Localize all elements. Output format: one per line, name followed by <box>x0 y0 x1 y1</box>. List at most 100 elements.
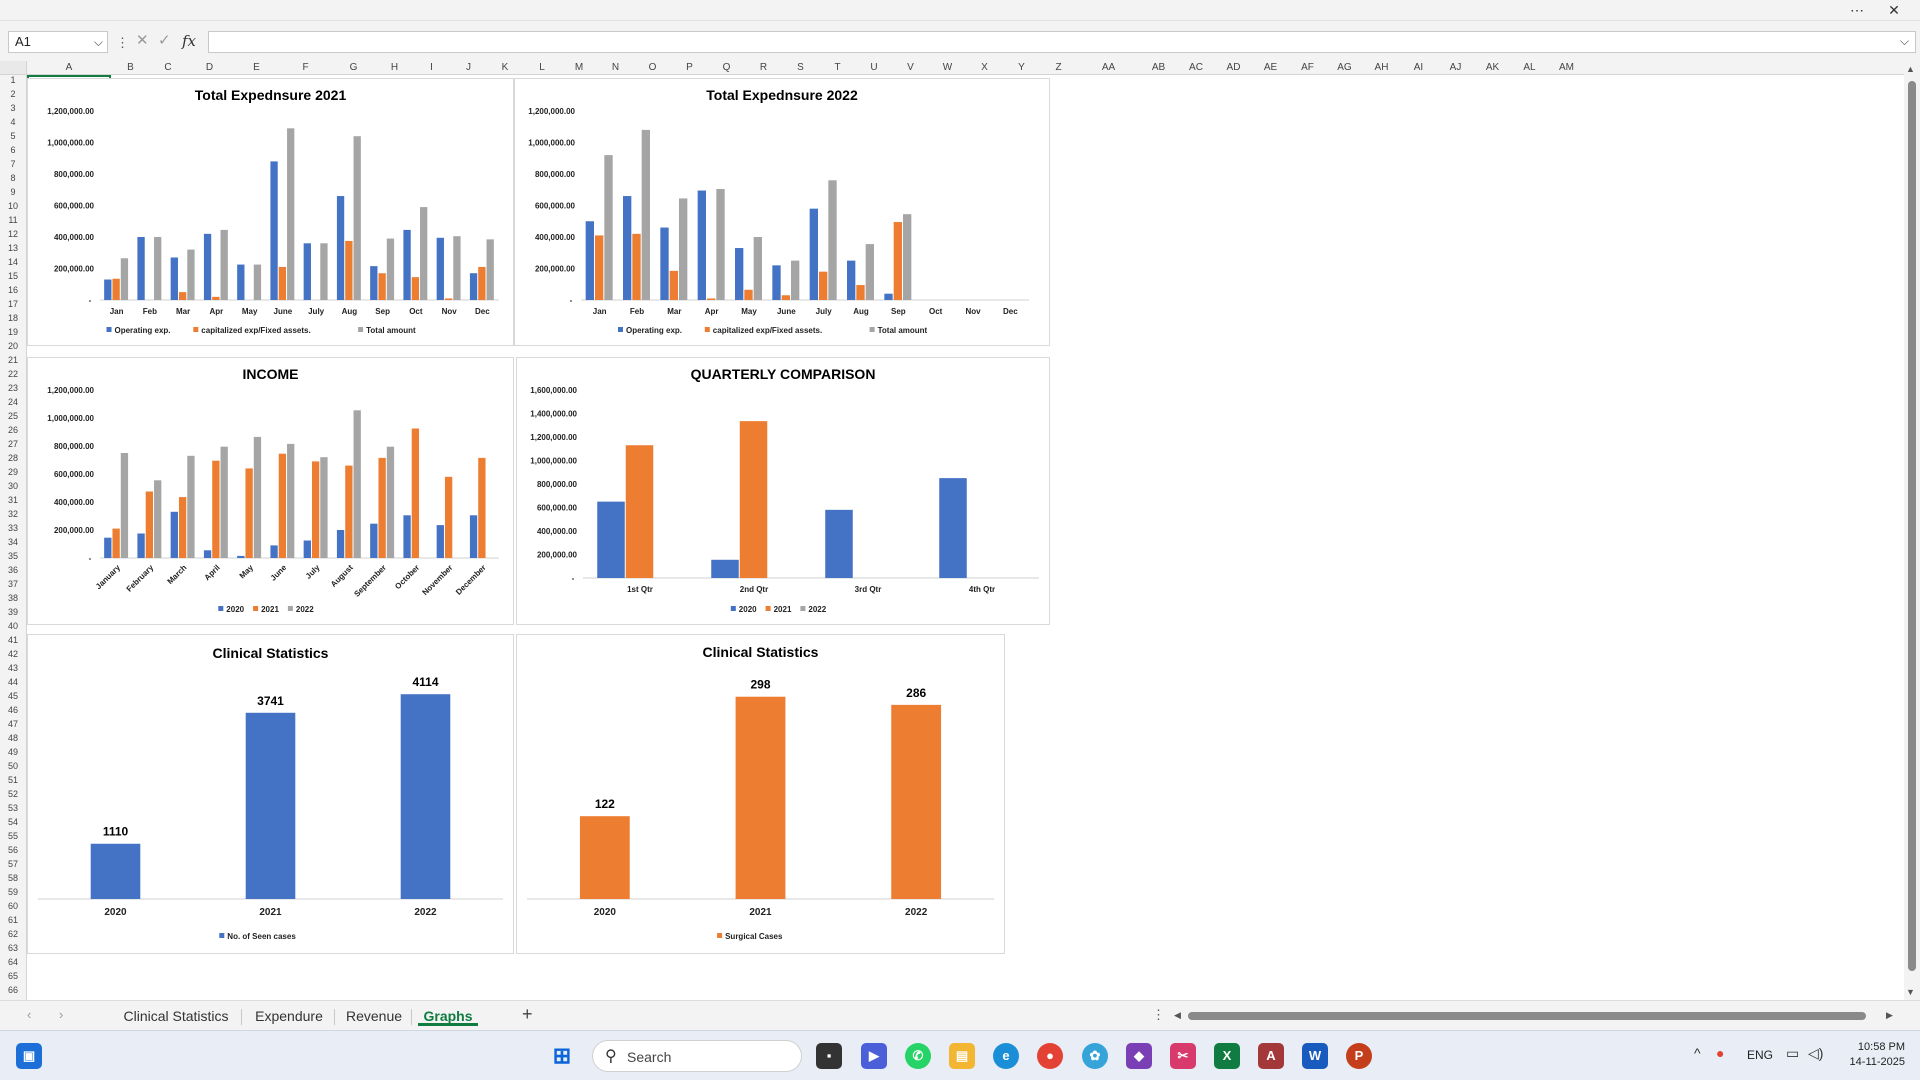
photos-icon[interactable]: ✿ <box>1082 1043 1108 1069</box>
row-header[interactable]: 27 <box>7 439 18 449</box>
row-header[interactable]: 19 <box>7 327 18 337</box>
column-header[interactable]: E <box>253 62 260 73</box>
row-header[interactable]: 40 <box>7 621 18 631</box>
row-header[interactable]: 22 <box>7 369 18 379</box>
column-header[interactable]: AK <box>1485 62 1500 73</box>
worksheet-grid[interactable]: Total Expednsure 2021 - 200,000.00 400,000.… <box>27 75 1907 1000</box>
row-header[interactable]: 60 <box>7 901 18 911</box>
row-header[interactable]: 45 <box>7 691 18 701</box>
chart-total-expenditure-2021[interactable]: Total Expednsure 2021 - 200,000.00 400,000.… <box>27 78 514 346</box>
row-header[interactable]: 29 <box>7 467 18 477</box>
row-header[interactable]: 9 <box>10 187 16 197</box>
column-header[interactable]: AF <box>1301 62 1314 73</box>
column-header[interactable]: I <box>430 62 433 73</box>
select-all-corner[interactable] <box>0 61 27 75</box>
row-header[interactable]: 24 <box>7 397 18 407</box>
sheet-tab-expendure[interactable]: Expendure <box>255 1008 323 1024</box>
row-header[interactable]: 58 <box>7 873 18 883</box>
column-header[interactable]: AB <box>1151 62 1166 73</box>
column-header[interactable]: P <box>686 62 693 73</box>
row-header[interactable]: 13 <box>7 243 18 253</box>
chart-total-expenditure-2022[interactable]: Total Expednsure 2022 - 200,000.00 400,000.… <box>514 78 1050 346</box>
row-header[interactable]: 5 <box>10 131 16 141</box>
column-header[interactable]: AA <box>1101 62 1116 73</box>
column-header[interactable]: AL <box>1523 62 1536 73</box>
next-sheet-icon[interactable]: › <box>59 1007 64 1022</box>
row-header[interactable]: 34 <box>7 537 18 547</box>
column-header[interactable]: C <box>164 62 172 73</box>
row-header[interactable]: 54 <box>7 817 18 827</box>
close-icon[interactable]: ✕ <box>1888 2 1900 18</box>
cancel-icon[interactable]: ✕ <box>136 32 149 49</box>
row-header[interactable]: 52 <box>7 789 18 799</box>
row-header[interactable]: 36 <box>7 565 18 575</box>
row-header[interactable]: 10 <box>7 201 18 211</box>
column-header[interactable]: U <box>870 62 878 73</box>
row-header[interactable]: 25 <box>7 411 18 421</box>
enter-check-icon[interactable]: ✓ <box>158 32 171 49</box>
vertical-scrollbar[interactable]: ▲ ▼ <box>1904 61 1920 1001</box>
row-header[interactable]: 38 <box>7 593 18 603</box>
row-header[interactable]: 12 <box>7 229 18 239</box>
row-header[interactable]: 41 <box>7 635 18 645</box>
language-indicator[interactable]: ENG <box>1747 1048 1774 1062</box>
row-header[interactable]: 18 <box>7 313 18 323</box>
row-header[interactable]: 3 <box>10 103 16 113</box>
column-header[interactable]: B <box>127 62 134 73</box>
column-header[interactable]: AD <box>1226 62 1241 73</box>
row-header[interactable]: 44 <box>7 677 18 687</box>
column-header[interactable]: AE <box>1263 62 1278 73</box>
word-icon[interactable]: W <box>1302 1043 1328 1069</box>
network-icon[interactable]: ▭ <box>1786 1045 1800 1061</box>
chevron-down-icon[interactable]: ⌵ <box>93 35 103 49</box>
column-header[interactable]: AG <box>1337 62 1352 73</box>
column-header[interactable]: S <box>797 62 804 73</box>
row-header[interactable]: 20 <box>7 341 18 351</box>
row-header[interactable]: 65 <box>7 971 18 981</box>
formula-bar-grip-icon[interactable]: ⋮ <box>116 35 129 50</box>
row-header[interactable]: 21 <box>7 355 18 365</box>
row-header[interactable]: 32 <box>7 509 18 519</box>
row-header[interactable]: 55 <box>7 831 18 841</box>
row-header[interactable]: 61 <box>7 915 18 925</box>
chart-quarterly-comparison[interactable]: QUARTERLY COMPARISON - 200,000.00 400,000.0… <box>516 357 1050 625</box>
row-header[interactable]: 8 <box>10 173 16 183</box>
folder-icon[interactable]: ▤ <box>949 1043 975 1069</box>
column-header[interactable]: O <box>648 62 657 73</box>
horizontal-scroll-thumb[interactable] <box>1188 1012 1866 1020</box>
row-header[interactable]: 7 <box>10 159 16 169</box>
sheet-tab-clinical-statistics[interactable]: Clinical Statistics <box>123 1008 229 1024</box>
column-header[interactable]: R <box>759 62 768 73</box>
taskbar-search[interactable]: ⚲ Search <box>592 1040 802 1072</box>
column-header[interactable]: J <box>466 62 471 73</box>
windows-start-icon[interactable]: ⊞ <box>552 1043 572 1068</box>
row-header[interactable]: 17 <box>7 299 18 309</box>
chart-clinical-statistics-seen[interactable]: Clinical Statistics 1110 3741 4114 2020 2021 2… <box>27 634 514 954</box>
row-header[interactable]: 66 <box>7 985 18 995</box>
scroll-right-icon[interactable]: ▶ <box>1886 1010 1893 1020</box>
row-header[interactable]: 46 <box>7 705 18 715</box>
system-clock[interactable]: 10:58 PM 14-11-2025 <box>1843 1040 1905 1070</box>
scroll-left-icon[interactable]: ◀ <box>1174 1010 1181 1020</box>
column-header[interactable]: AH <box>1374 62 1389 73</box>
access-icon[interactable]: A <box>1258 1043 1284 1069</box>
row-header[interactable]: 64 <box>7 957 18 967</box>
excel-icon[interactable]: X <box>1214 1043 1240 1069</box>
column-header[interactable]: M <box>574 62 584 73</box>
row-header[interactable]: 62 <box>7 929 18 939</box>
row-header[interactable]: 37 <box>7 579 18 589</box>
row-header[interactable]: 43 <box>7 663 18 673</box>
vertical-scroll-thumb[interactable] <box>1908 81 1916 971</box>
row-header[interactable]: 50 <box>7 761 18 771</box>
tray-chrome-icon[interactable]: ● <box>1716 1045 1725 1061</box>
formula-input[interactable]: ⌵ <box>208 31 1916 53</box>
chart-income[interactable]: INCOME - 200,000.00 400,000.00 600,000.00 800… <box>27 357 514 625</box>
column-header[interactable]: G <box>349 62 358 73</box>
row-header[interactable]: 59 <box>7 887 18 897</box>
visual-studio-icon[interactable]: ◆ <box>1126 1043 1152 1069</box>
row-header[interactable]: 11 <box>8 215 18 225</box>
row-header[interactable]: 6 <box>10 145 16 155</box>
column-header[interactable]: H <box>390 62 399 73</box>
row-header[interactable]: 16 <box>7 285 18 295</box>
sheet-tab-graphs[interactable]: Graphs <box>418 1006 478 1026</box>
